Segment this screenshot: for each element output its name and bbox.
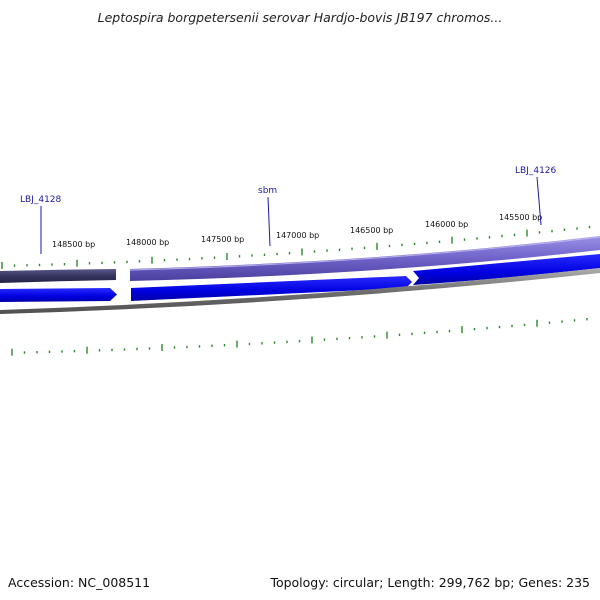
topology-label: Topology: [270, 575, 329, 590]
gene-leader-line [267, 196, 271, 247]
genome-backbone [0, 268, 600, 314]
accession-value: NC_008511 [78, 575, 151, 590]
outer-tick-row [1, 225, 591, 269]
inner-tick-row [11, 318, 588, 356]
ruler-label: 147000 bp [276, 231, 319, 240]
ruler-label: 145500 bp [499, 213, 542, 222]
forward-gene-lbj-4128[interactable] [0, 269, 116, 283]
length-value: 299,762 bp [438, 575, 511, 590]
gene-label-lbj-4126[interactable]: LBJ_4126 [515, 166, 557, 176]
forward-strand-highlight [129, 236, 600, 271]
reverse-gene-lbj-4126[interactable] [413, 254, 600, 285]
ruler-label: 148000 bp [126, 238, 169, 247]
ruler-label: 148500 bp [52, 240, 95, 249]
reverse-gene-sbm[interactable] [131, 276, 412, 301]
genome-summary: Topology: circular; Length: 299,762 bp; … [270, 575, 590, 590]
ruler-label: 147500 bp [201, 235, 244, 244]
gene-label-sbm[interactable]: sbm [258, 186, 277, 196]
length-label: Length: [387, 575, 435, 590]
accession-label: Accession: [8, 575, 75, 590]
topology-value: circular [332, 575, 380, 590]
genes-label: Genes: [518, 575, 563, 590]
gene-leader-line [536, 176, 542, 226]
reverse-gene-lbj-4128[interactable] [0, 288, 117, 302]
ruler-label: 146500 bp [350, 226, 393, 235]
ruler: 148500 bp 148000 bp 147500 bp 147000 bp … [52, 213, 542, 249]
accession-info: Accession: NC_008511 [8, 575, 150, 590]
gene-labels: LBJ_4128 sbm LBJ_4126 [20, 166, 557, 254]
ruler-label: 146000 bp [425, 220, 468, 229]
genes-value: 235 [566, 575, 590, 590]
gene-label-lbj-4128[interactable]: LBJ_4128 [20, 195, 62, 205]
map-title: Leptospira borgpetersenii serovar Hardjo… [97, 10, 503, 25]
